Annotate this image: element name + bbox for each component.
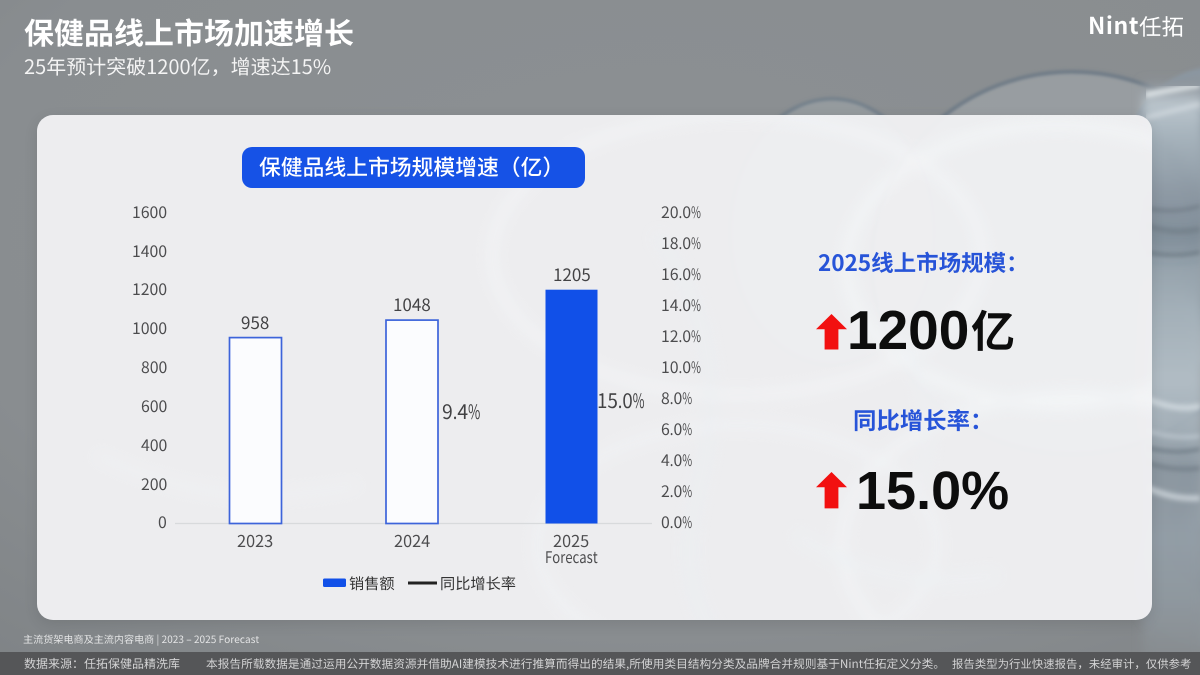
svg-text:15.0%: 15.0% [856, 461, 1009, 521]
svg-text:1200: 1200 [847, 299, 969, 361]
